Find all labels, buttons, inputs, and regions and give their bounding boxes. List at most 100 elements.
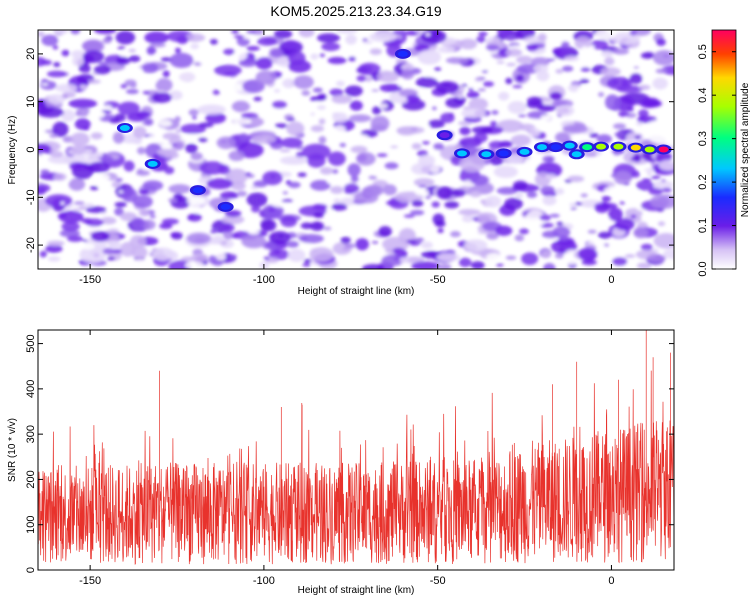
noise-blob	[192, 115, 197, 120]
noise-blob	[546, 58, 556, 62]
noise-blob	[506, 36, 515, 41]
noise-blob	[53, 30, 69, 35]
noise-blob	[362, 40, 373, 45]
noise-blob	[425, 195, 432, 199]
noise-blob	[149, 42, 166, 48]
noise-blob	[38, 107, 64, 118]
noise-blob	[53, 173, 67, 181]
noise-blob	[493, 165, 518, 178]
noise-blob	[629, 30, 638, 36]
noise-blob	[515, 192, 524, 199]
noise-blob	[655, 68, 667, 74]
noise-blob	[576, 85, 593, 97]
noise-blob	[551, 30, 570, 43]
noise-blob	[347, 163, 361, 177]
noise-blob	[117, 101, 140, 116]
noise-blob	[64, 179, 71, 182]
noise-blob	[581, 259, 597, 266]
noise-blob	[652, 77, 668, 90]
signal-point	[147, 160, 158, 167]
noise-blob	[219, 83, 246, 92]
noise-blob	[432, 106, 437, 111]
noise-blob	[653, 233, 674, 249]
noise-blob	[486, 253, 502, 262]
noise-blob	[323, 226, 332, 231]
noise-blob	[41, 82, 49, 86]
noise-blob	[466, 91, 480, 99]
noise-blob	[147, 134, 161, 141]
noise-blob	[72, 56, 84, 67]
noise-blob	[490, 156, 504, 166]
noise-blob	[287, 248, 306, 262]
noise-blob	[168, 184, 191, 194]
noise-blob	[141, 219, 156, 230]
noise-blob	[307, 153, 326, 168]
noise-blob	[273, 251, 281, 254]
noise-blob	[434, 67, 442, 72]
noise-blob	[437, 46, 455, 53]
noise-blob	[433, 143, 445, 151]
noise-blob	[495, 225, 513, 236]
noise-blob	[505, 77, 513, 85]
noise-blob	[71, 50, 86, 59]
noise-blob	[385, 200, 401, 206]
noise-blob	[424, 124, 430, 127]
noise-blob	[431, 243, 440, 250]
noise-blob	[381, 254, 405, 267]
noise-blob	[107, 256, 116, 261]
noise-blob	[652, 50, 674, 66]
x-tick-label: -150	[79, 274, 101, 286]
noise-blob	[92, 175, 107, 186]
noise-blob	[280, 137, 303, 149]
noise-blob	[418, 184, 427, 188]
noise-blob	[246, 45, 260, 51]
noise-blob	[302, 111, 324, 120]
noise-blob	[344, 85, 363, 97]
noise-blob	[333, 125, 346, 134]
noise-blob	[411, 142, 422, 150]
noise-blob	[301, 143, 331, 160]
signal-point	[571, 151, 582, 158]
noise-blob	[263, 256, 270, 261]
noise-blob	[169, 90, 183, 101]
noise-blob	[169, 52, 194, 68]
noise-blob	[329, 88, 344, 97]
noise-blob	[269, 48, 284, 58]
noise-blob	[309, 221, 325, 232]
noise-blob	[38, 143, 51, 154]
noise-blob	[536, 70, 550, 82]
noise-blob	[97, 61, 109, 66]
noise-blob	[600, 50, 614, 58]
noise-blob	[123, 160, 135, 172]
noise-blob	[647, 254, 666, 263]
noise-blob	[498, 91, 510, 101]
noise-blob	[496, 60, 505, 64]
noise-blob	[596, 110, 615, 119]
noise-blob	[542, 195, 557, 206]
x-tick-label: -100	[253, 575, 275, 587]
noise-blob	[55, 83, 78, 93]
noise-blob	[270, 142, 283, 150]
noise-blob	[90, 231, 110, 242]
noise-blob	[279, 155, 308, 165]
noise-blob	[657, 221, 666, 227]
noise-blob	[516, 55, 533, 64]
noise-blob	[286, 240, 300, 248]
noise-blob	[111, 181, 121, 188]
noise-blob	[136, 146, 146, 155]
noise-blob	[559, 247, 565, 251]
spectrogram-y-ticks: -20 -10 0 10 20	[25, 48, 674, 253]
noise-blob	[149, 214, 156, 219]
noise-blob	[45, 194, 73, 208]
noise-blob	[188, 109, 199, 116]
noise-blob	[78, 205, 87, 211]
noise-blob	[340, 197, 357, 206]
noise-blob	[88, 79, 101, 84]
noise-blob	[180, 123, 206, 135]
noise-blob	[561, 65, 574, 72]
noise-blob	[132, 138, 143, 145]
noise-blob	[175, 129, 181, 134]
noise-blob	[159, 222, 173, 230]
noise-blob	[238, 133, 249, 142]
noise-blob	[316, 33, 341, 43]
